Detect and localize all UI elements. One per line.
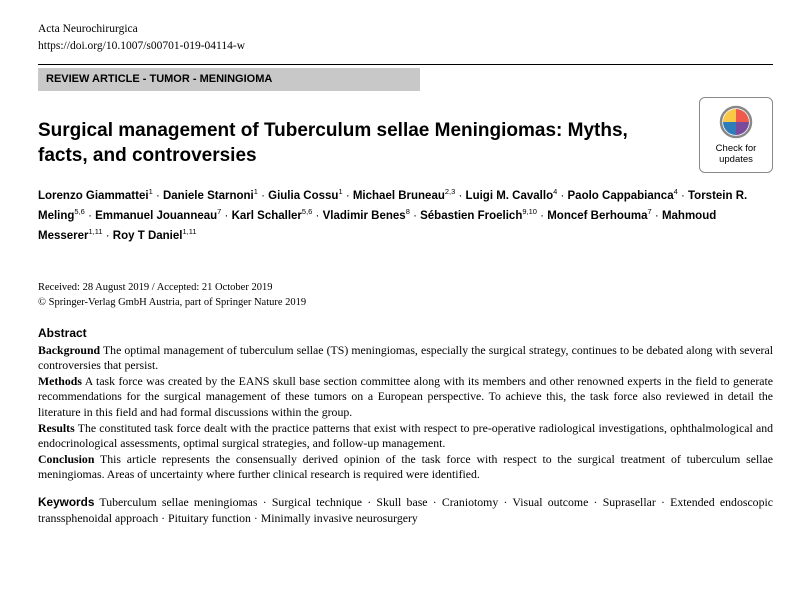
background-label: Background xyxy=(38,343,100,357)
results-label: Results xyxy=(38,421,75,435)
received-dates: Received: 28 August 2019 / Accepted: 21 … xyxy=(38,281,773,295)
article-title: Surgical management of Tuberculum sellae… xyxy=(38,119,679,168)
methods-text: A task force was created by the EANS sku… xyxy=(38,374,773,419)
check-updates-label: Check for updates xyxy=(716,143,757,165)
conclusion-label: Conclusion xyxy=(38,452,94,466)
methods-label: Methods xyxy=(38,374,82,388)
header-rule xyxy=(38,64,773,65)
background-text: The optimal management of tuberculum sel… xyxy=(38,343,773,373)
keywords-block: Keywords Tuberculum sellae meningiomas ·… xyxy=(38,495,773,527)
check-updates-badge[interactable]: Check for updates xyxy=(699,97,773,173)
keywords-text: Tuberculum sellae meningiomas · Surgical… xyxy=(38,495,773,525)
crossmark-icon xyxy=(718,104,754,140)
journal-name: Acta Neurochirurgica xyxy=(38,22,773,38)
keywords-label: Keywords xyxy=(38,495,94,509)
article-category: REVIEW ARTICLE - TUMOR - MENINGIOMA xyxy=(38,68,420,91)
author-list: Lorenzo Giammattei1 · Daniele Starnoni1 … xyxy=(38,186,773,245)
conclusion-text: This article represents the consensually… xyxy=(38,452,773,482)
copyright: © Springer-Verlag GmbH Austria, part of … xyxy=(38,296,773,310)
results-text: The constituted task force dealt with th… xyxy=(38,421,773,451)
abstract-body: Background The optimal management of tub… xyxy=(38,343,773,483)
doi-link[interactable]: https://doi.org/10.1007/s00701-019-04114… xyxy=(38,39,773,55)
abstract-heading: Abstract xyxy=(38,325,773,341)
